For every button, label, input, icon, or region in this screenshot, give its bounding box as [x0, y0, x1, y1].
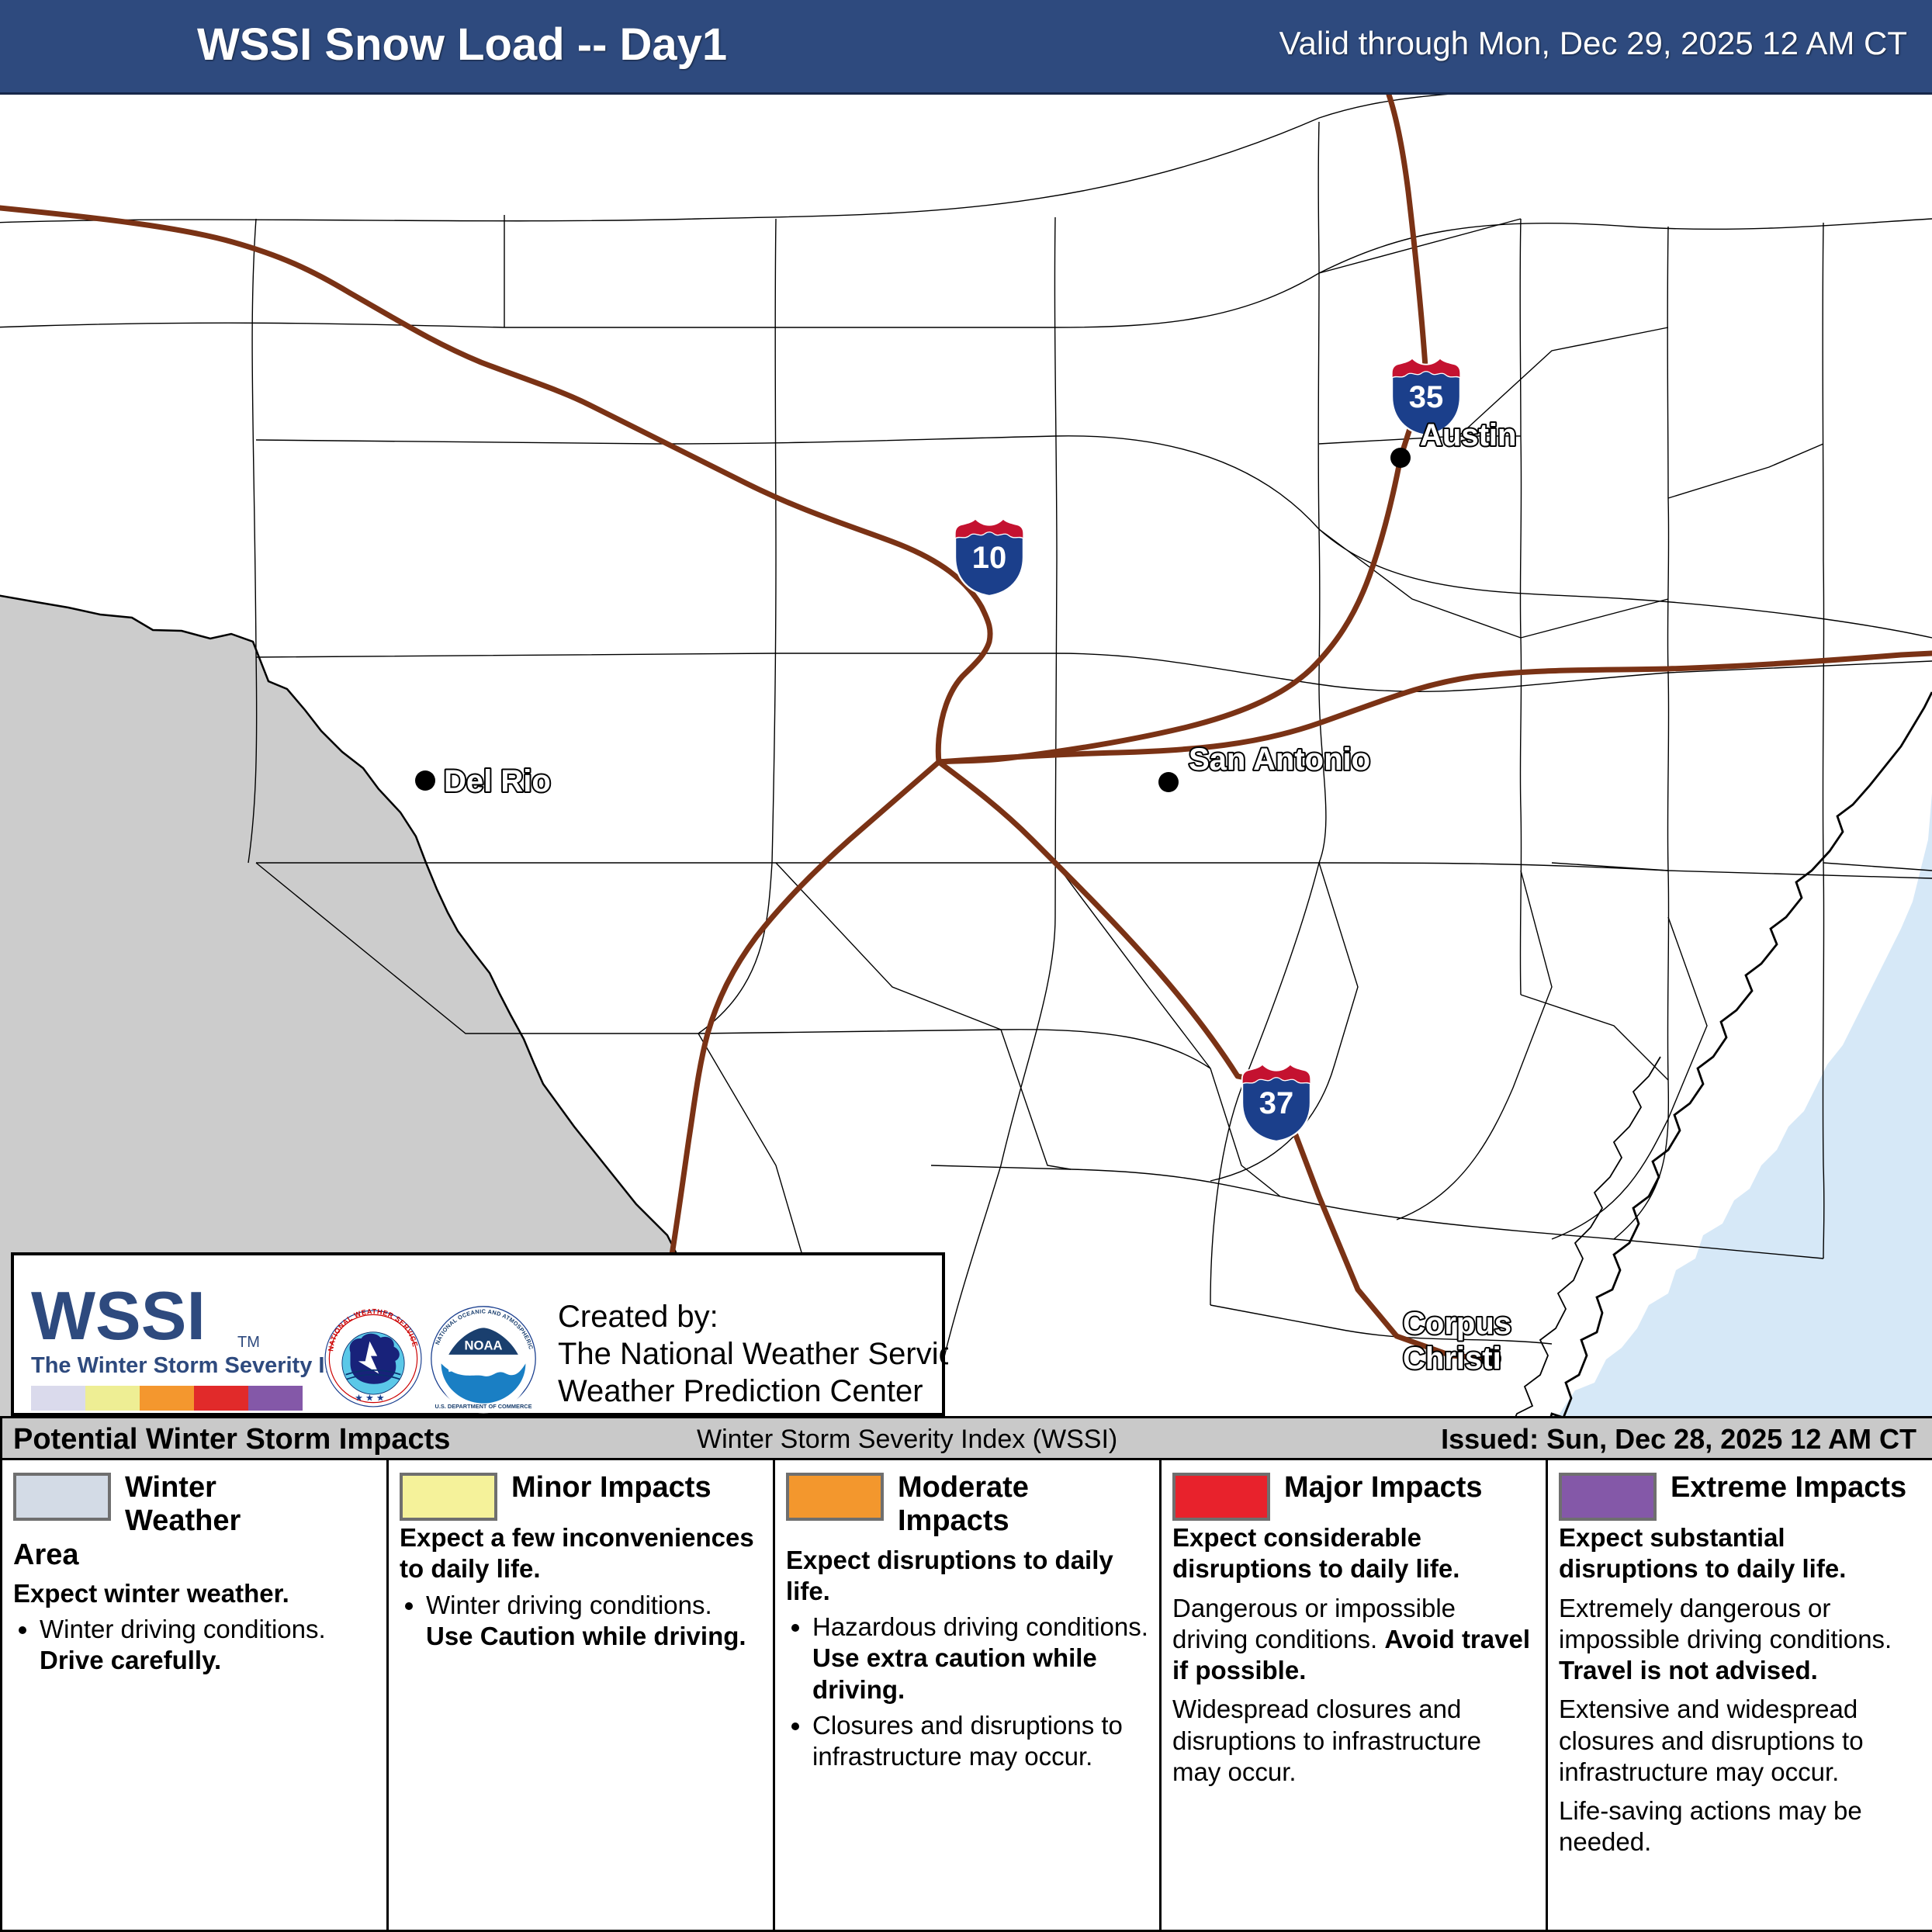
svg-text:WSSI: WSSI	[31, 1277, 206, 1354]
svg-text:Weather Prediction Center: Weather Prediction Center	[558, 1374, 923, 1408]
svg-text:U.S. DEPARTMENT OF COMMERCE: U.S. DEPARTMENT OF COMMERCE	[435, 1403, 532, 1410]
svg-text:35: 35	[1409, 380, 1444, 414]
svg-text:37: 37	[1259, 1086, 1294, 1120]
svg-text:Christi: Christi	[1403, 1342, 1501, 1376]
svg-text:The National Weather Service: The National Weather Service	[558, 1337, 948, 1371]
svg-text:Austin: Austin	[1420, 418, 1516, 452]
svg-text:San Antonio: San Antonio	[1189, 743, 1370, 777]
svg-text:Del Rio: Del Rio	[444, 764, 551, 798]
svg-text:Created by:: Created by:	[558, 1300, 718, 1334]
svg-text:★ ★ ★: ★ ★ ★	[355, 1392, 384, 1403]
svg-text:TM: TM	[237, 1334, 260, 1351]
svg-text:NOAA: NOAA	[465, 1338, 503, 1352]
svg-text:Corpus: Corpus	[1403, 1307, 1511, 1341]
svg-text:10: 10	[972, 541, 1007, 575]
